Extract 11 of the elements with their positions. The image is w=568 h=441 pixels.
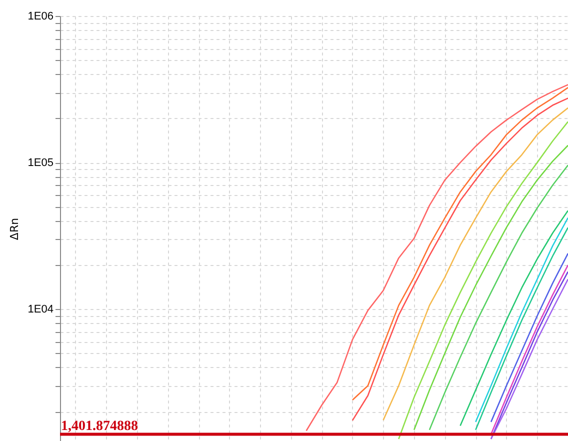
line-series (460, 210, 568, 426)
y-axis-title: ΔRn (8, 218, 21, 240)
y-tick-label: 1E05 (28, 157, 54, 170)
line-series (428, 164, 568, 431)
y-tick-label: 1E06 (28, 10, 54, 22)
y-tick-label: 1E04 (28, 304, 54, 316)
line-series (306, 84, 568, 432)
ref-line-label: 1,401.874888 (61, 419, 138, 434)
line-series (382, 107, 568, 421)
line-series (413, 144, 568, 431)
line-series (398, 121, 568, 440)
